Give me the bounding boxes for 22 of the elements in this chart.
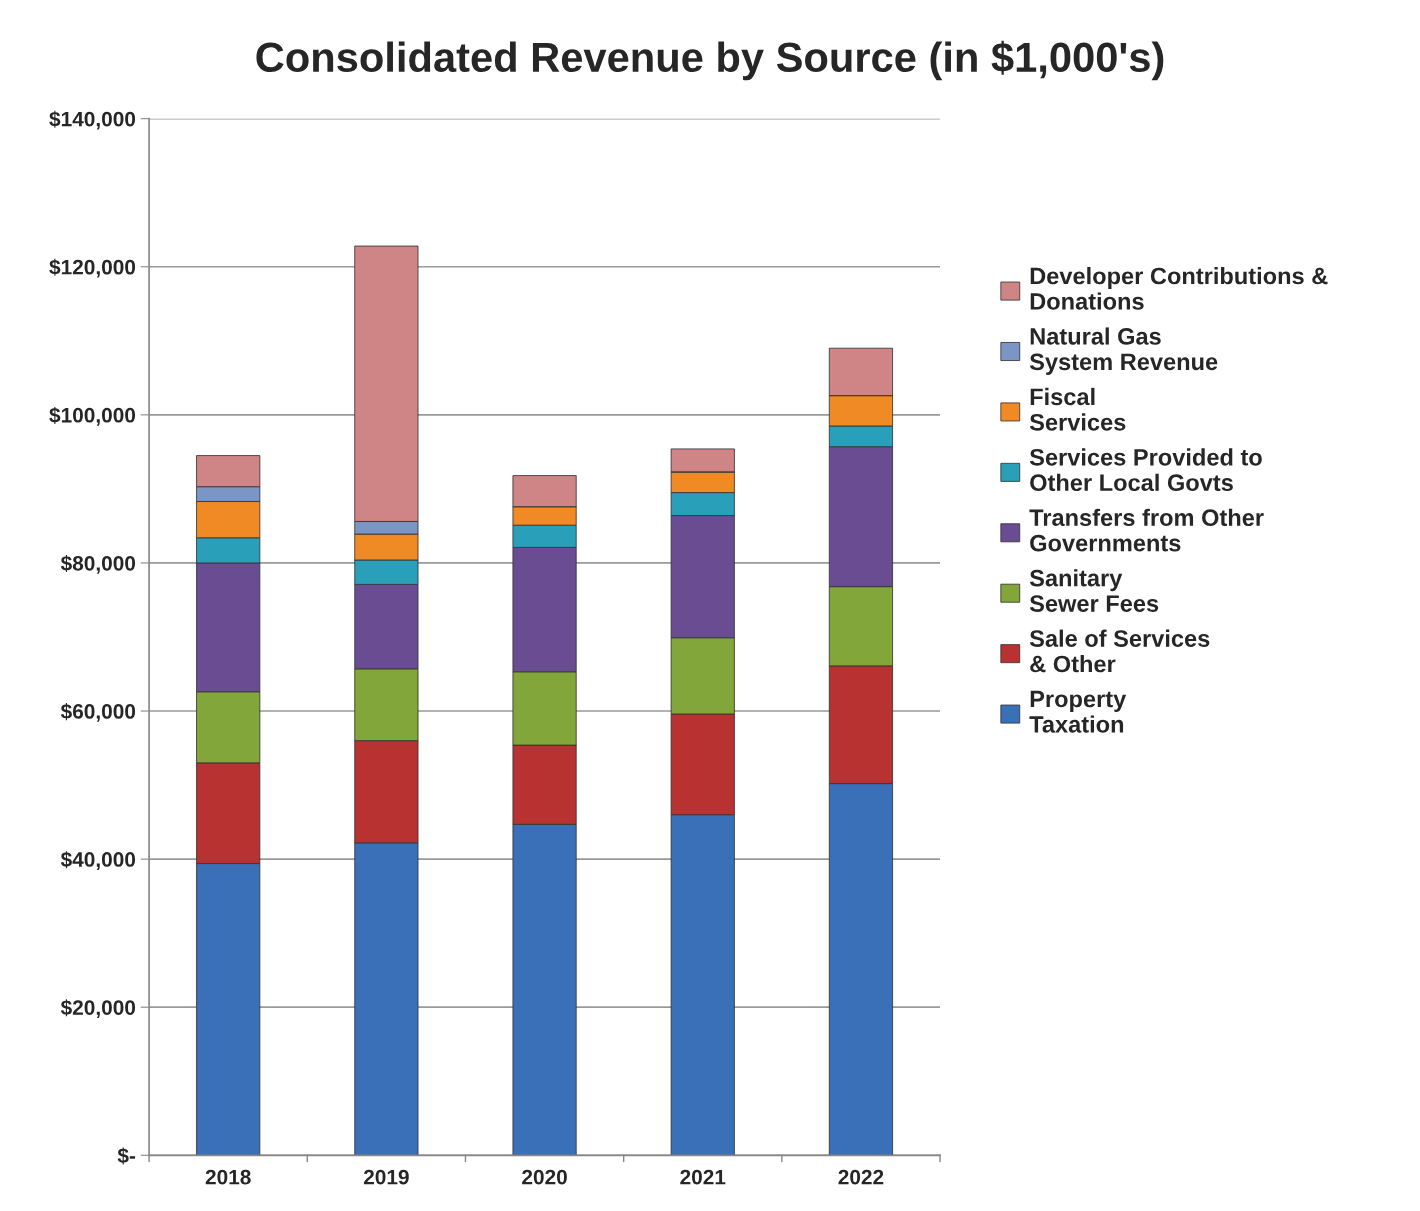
y-tick-label: $140,000	[49, 110, 136, 130]
legend-label: Natural Gas System Revenue	[1029, 327, 1218, 375]
legend-label: Sale of Services & Other	[1029, 629, 1210, 673]
x-tick-label: 2019	[363, 1169, 409, 1185]
y-tick-label: $100,000	[49, 406, 136, 426]
legend-label: Fiscal Services	[1029, 387, 1126, 431]
legend-label: Property Taxation	[1029, 690, 1127, 733]
x-tick-label: 2022	[838, 1169, 884, 1185]
y-tick-label: $120,000	[49, 258, 136, 278]
chart-title: Consolidated Revenue by Source (in $1,000's)	[256, 40, 1164, 81]
y-tick-label: $80,000	[60, 555, 136, 574]
y-tick-label: $20,000	[60, 999, 136, 1018]
y-tick-label: $40,000	[60, 851, 136, 870]
x-tick-label: 2021	[680, 1169, 726, 1185]
x-tick-label: 2020	[522, 1169, 567, 1185]
legend-label: Developer Contributions & Donations	[1030, 267, 1328, 310]
y-tick-label: $-	[117, 1147, 136, 1165]
legend-label: Sanitary Sewer Fees	[1029, 569, 1159, 612]
legend-label: Transfers from Other Governments	[1029, 508, 1264, 552]
x-tick-label: 2018	[205, 1169, 251, 1185]
legend-label: Services Provided to Other Local Govts	[1029, 448, 1262, 492]
y-tick-label: $60,000	[60, 703, 136, 722]
